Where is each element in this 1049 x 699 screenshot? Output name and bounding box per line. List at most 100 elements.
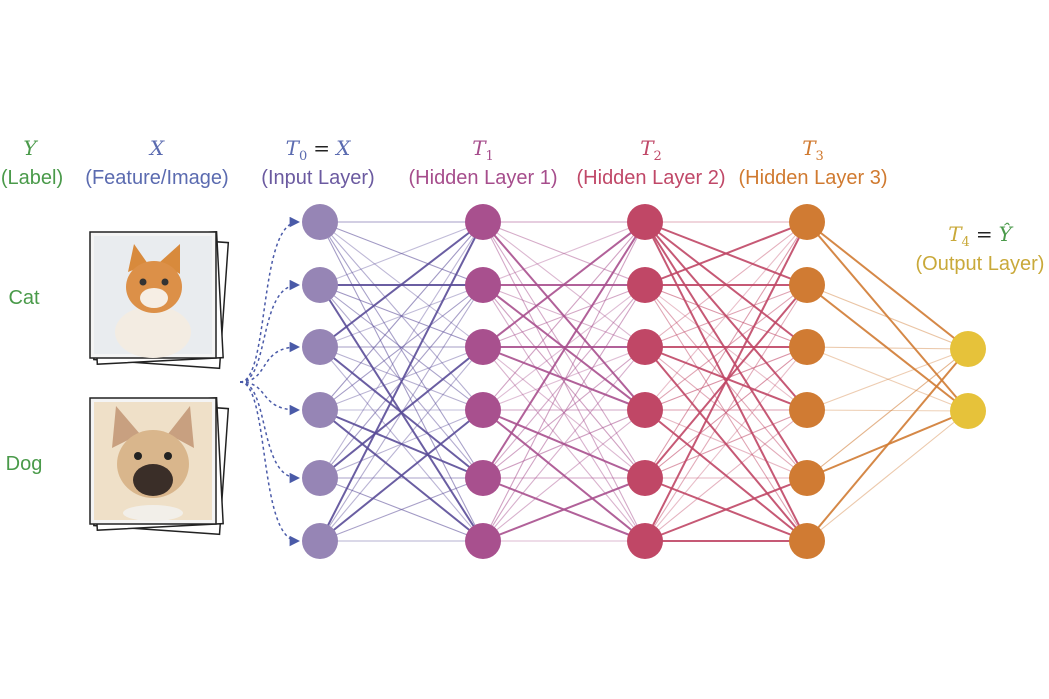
- cat-photo-eye: [161, 278, 169, 286]
- input-arrow-1: [239, 279, 301, 383]
- input-symbol: T0 = X: [285, 136, 351, 164]
- edge-l3-3-0: [806, 348, 969, 411]
- node-layer2-1: [627, 267, 663, 303]
- node-layer3-0: [789, 204, 825, 240]
- node-layer1-1: [465, 267, 501, 303]
- edge-l3-1-0: [806, 284, 969, 350]
- edge-l0-5-1: [319, 284, 484, 542]
- feature-symbol: X: [149, 136, 165, 160]
- dog-photo-eye: [164, 452, 172, 460]
- label-symbol: Y: [23, 136, 37, 160]
- edge-l0-4-3: [319, 409, 484, 479]
- hidden2-symbol: T2: [640, 136, 662, 164]
- node-layer3-5: [789, 523, 825, 559]
- node-layer1-5: [465, 523, 501, 559]
- node-layer3-3: [789, 392, 825, 428]
- edge-l0-5-0: [319, 221, 484, 542]
- hidden2-title: (Hidden Layer 2): [576, 167, 726, 189]
- edge-l2-4-2: [644, 346, 808, 479]
- edge-l1-3-2: [482, 346, 646, 411]
- node-layer1-4: [465, 460, 501, 496]
- input-arrow-5: [239, 381, 301, 547]
- node-layer0-3: [302, 392, 338, 428]
- node-layer0-5: [302, 523, 338, 559]
- edge-l1-3-0: [482, 221, 646, 411]
- edge-l1-5-2: [482, 346, 646, 542]
- node-layer2-5: [627, 523, 663, 559]
- edge-l1-1-0: [482, 221, 646, 286]
- edge-l2-5-1: [644, 284, 808, 542]
- edge-l3-5-1: [806, 410, 969, 542]
- edge-l0-5-3: [319, 409, 484, 542]
- node-layer3-2: [789, 329, 825, 365]
- cat-photo-muzzle: [140, 288, 168, 308]
- node-layer0-0: [302, 204, 338, 240]
- node-layer3-4: [789, 460, 825, 496]
- edge-l0-3-2: [319, 346, 484, 411]
- edge-l1-2-3: [482, 346, 646, 411]
- cat-photo-ear-right: [160, 244, 180, 274]
- input-arrow-3: [239, 381, 301, 416]
- edge-l2-5-4: [644, 477, 808, 542]
- edge-l0-4-2: [319, 346, 484, 479]
- edge-l1-4-0: [482, 221, 646, 479]
- input-layer-title: (Input Layer): [261, 167, 375, 189]
- node-layer1-0: [465, 204, 501, 240]
- cat-photo-eye: [139, 278, 147, 286]
- node-layer2-0: [627, 204, 663, 240]
- edge-l2-5-0: [644, 221, 808, 542]
- edge-l1-4-3: [482, 409, 646, 479]
- hidden3-title: (Hidden Layer 3): [738, 167, 888, 189]
- dog-photo-chest: [123, 505, 183, 521]
- edge-l0-2-0: [319, 221, 484, 348]
- input-arrow-4: [239, 381, 301, 484]
- node-layer1-3: [465, 392, 501, 428]
- edge-l3-0-0: [806, 221, 969, 350]
- edge-l3-5-0: [806, 348, 969, 542]
- edge-l3-2-1: [806, 346, 969, 412]
- edge-l1-2-0: [482, 221, 646, 348]
- node-layer3-1: [789, 267, 825, 303]
- edge-l2-3-1: [644, 284, 808, 411]
- cat-photo-chest: [115, 306, 191, 358]
- sample-label-cat: Cat: [8, 287, 40, 309]
- hidden1-title: (Hidden Layer 1): [408, 167, 558, 189]
- edge-l0-4-0: [319, 221, 484, 479]
- edge-l0-3-0: [319, 221, 484, 411]
- label-column-title: (Label): [0, 167, 64, 189]
- feature-column-title: (Feature/Image): [85, 167, 229, 189]
- input-arrow-0: [239, 216, 301, 383]
- input-arrow-2: [239, 341, 301, 383]
- edge-l0-3-4: [319, 409, 484, 479]
- edge-l0-1-0: [319, 221, 484, 286]
- node-layer0-1: [302, 267, 338, 303]
- edge-l2-3-2: [644, 346, 808, 411]
- edge-l2-4-0: [644, 221, 808, 479]
- node-layer0-4: [302, 460, 338, 496]
- dog-photo-muzzle: [133, 464, 173, 496]
- cat-photo-head: [126, 261, 182, 313]
- edge-l0-0-4: [319, 221, 484, 479]
- edge-l2-3-0: [644, 221, 808, 411]
- sample-label-dog: Dog: [5, 453, 43, 475]
- hidden1-symbol: T1: [472, 136, 494, 164]
- node-layer1-2: [465, 329, 501, 365]
- edge-l0-3-1: [319, 284, 484, 411]
- edge-l2-4-3: [644, 409, 808, 479]
- edge-l2-5-2: [644, 346, 808, 542]
- node-layer4-1: [950, 393, 986, 429]
- edge-l2-1-0: [644, 221, 808, 286]
- edge-l3-4-0: [806, 348, 969, 479]
- edge-l2-5-3: [644, 409, 808, 542]
- edge-l1-5-0: [482, 221, 646, 542]
- edge-l1-3-5: [482, 409, 646, 542]
- edge-l0-5-4: [319, 477, 484, 542]
- node-layer2-3: [627, 392, 663, 428]
- edge-l1-5-3: [482, 409, 646, 542]
- node-layer0-2: [302, 329, 338, 365]
- edge-l1-5-1: [482, 284, 646, 542]
- node-layer4-0: [950, 331, 986, 367]
- edge-l3-3-1: [806, 409, 969, 412]
- edge-l2-2-1: [644, 284, 808, 348]
